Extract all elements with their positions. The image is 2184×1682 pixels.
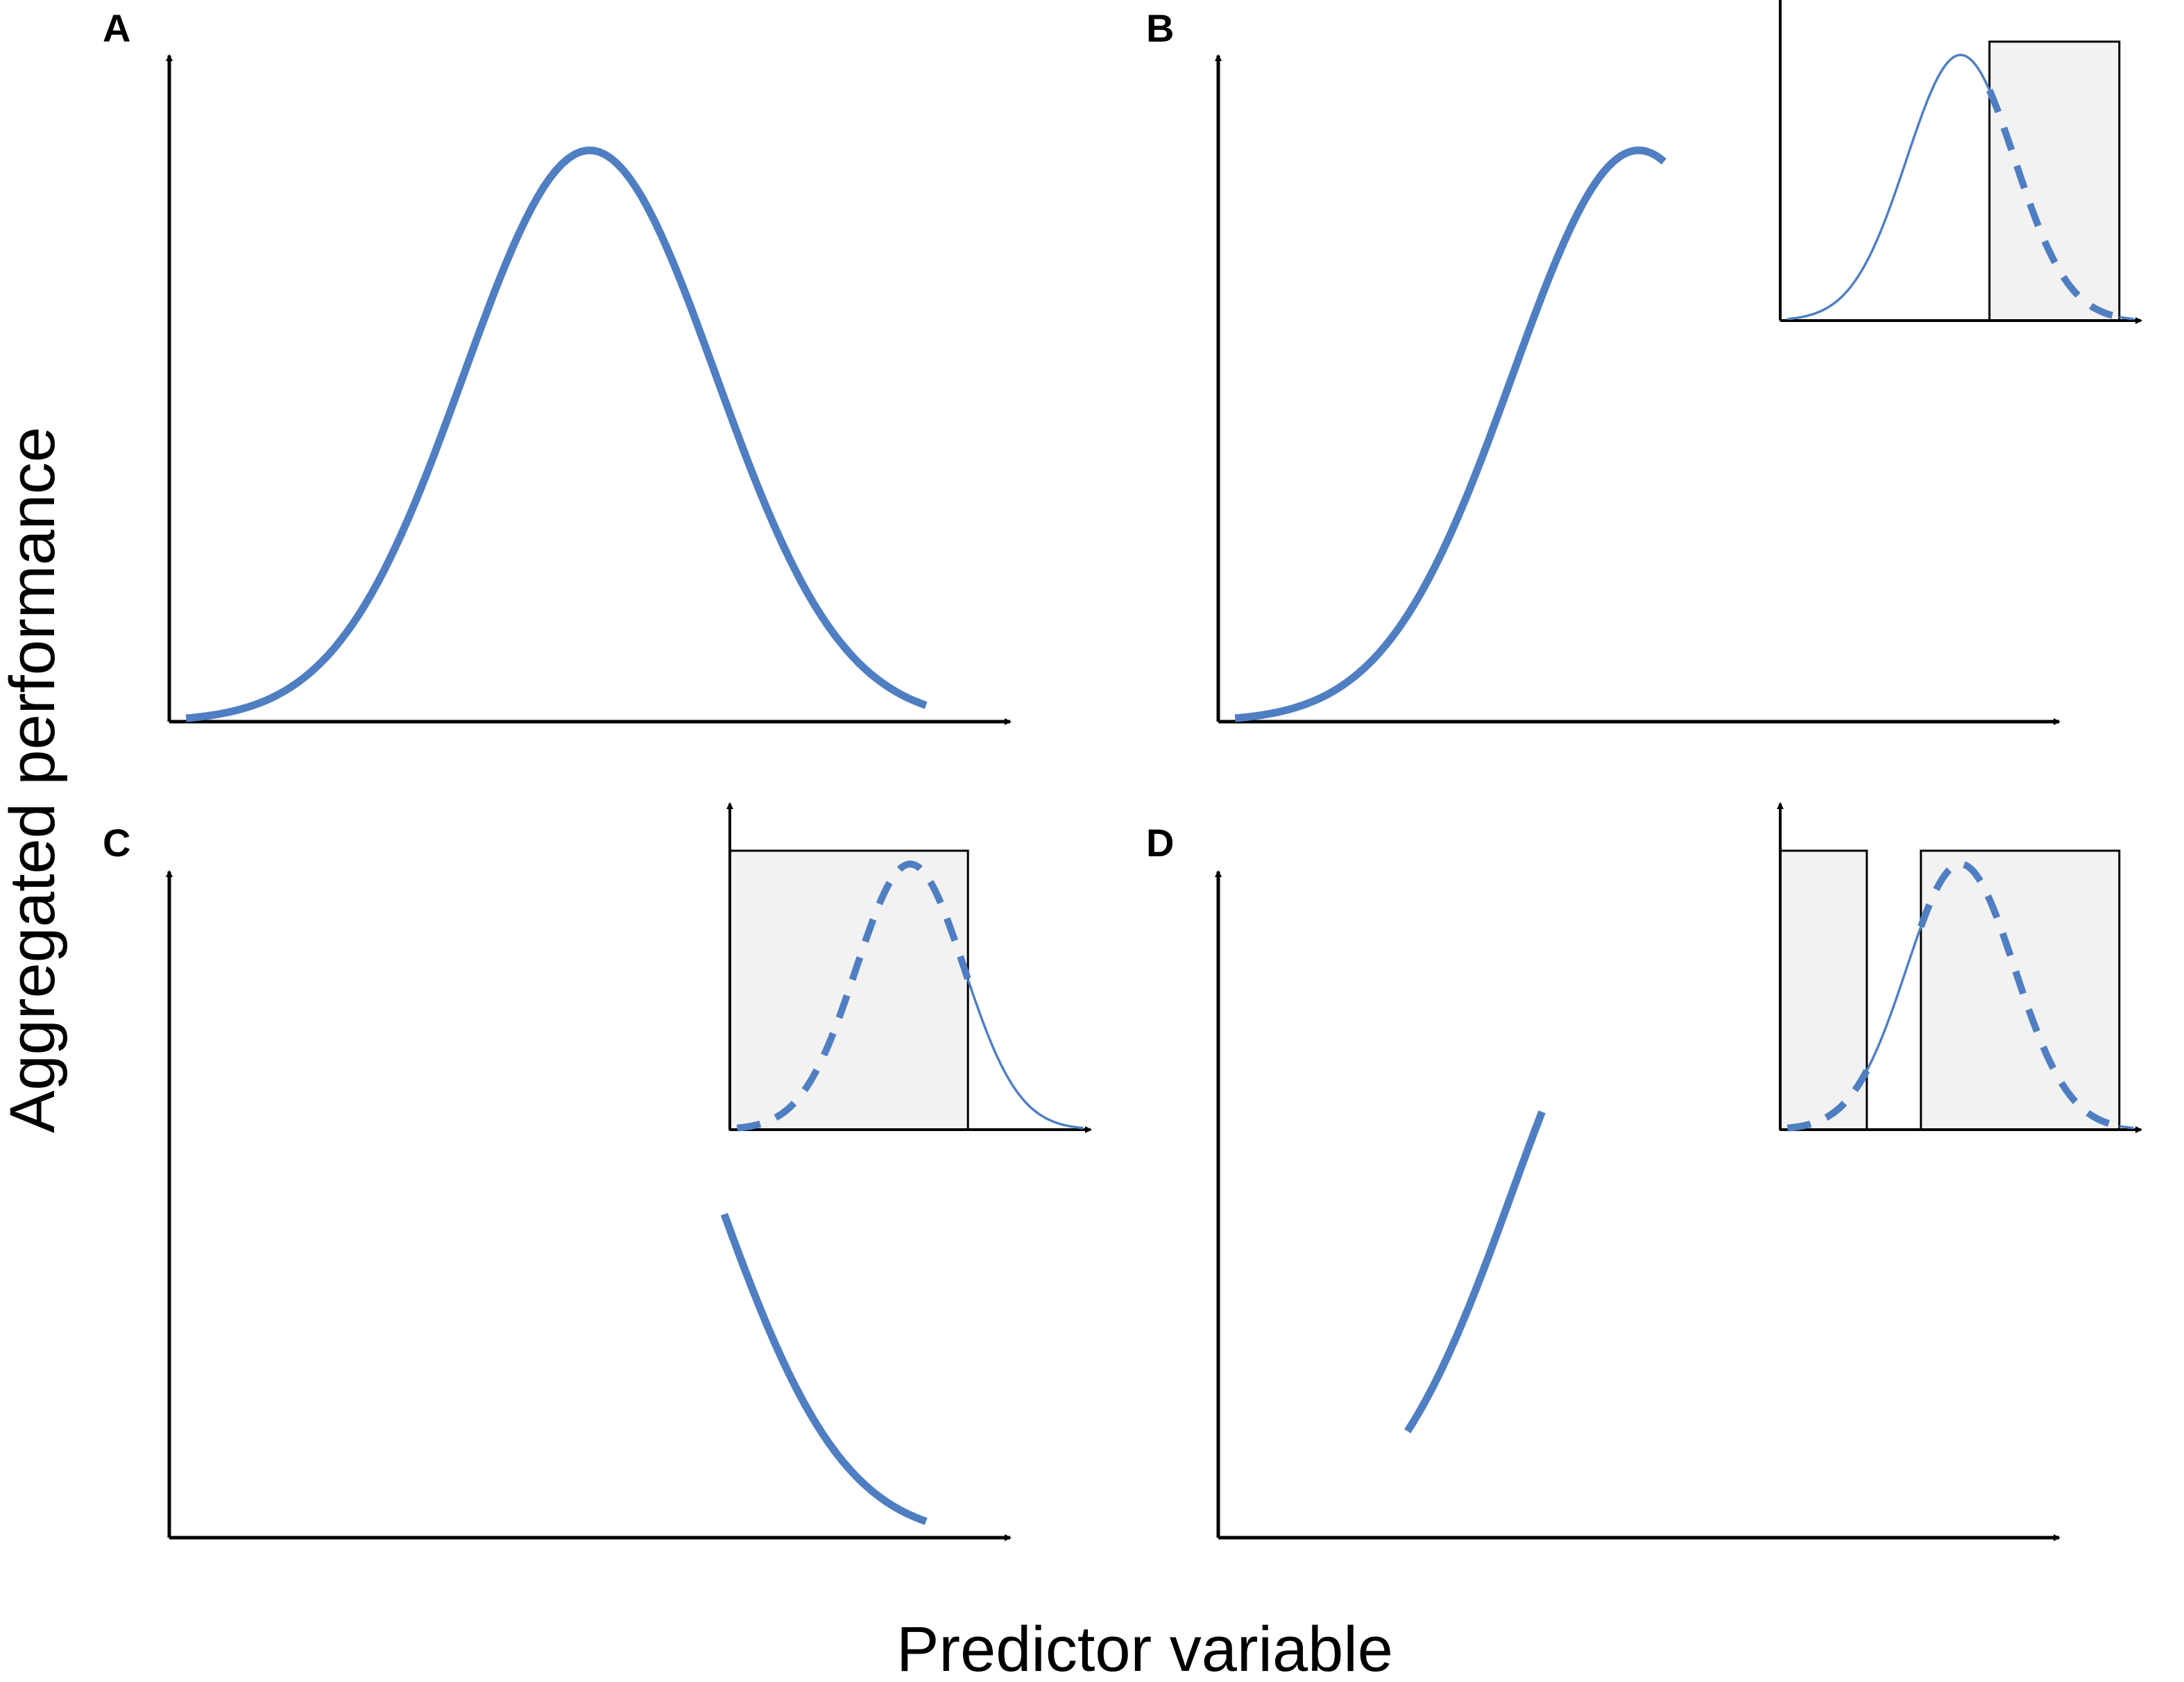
panel-b-inset-shaded-region-1 xyxy=(1988,40,2121,322)
panel-d-inset-curve-dashed-3 xyxy=(1918,860,2120,1130)
panel-b xyxy=(1215,0,2142,725)
panel-label-d: D xyxy=(1146,821,1174,865)
x-axis-title: Predictor variable xyxy=(896,1614,1393,1682)
panel-c-inset xyxy=(726,802,1092,1133)
panel-a-main-curve xyxy=(185,146,928,722)
panel-label-b: B xyxy=(1146,6,1174,50)
panel-b-inset xyxy=(1777,0,2142,324)
panel-c-main-curve xyxy=(720,1212,928,1525)
panel-c xyxy=(166,802,1092,1541)
panel-d-inset-curve-solid-4 xyxy=(2119,1125,2134,1130)
panel-d-inset xyxy=(1777,802,2142,1133)
panel-c-inset-curve-dashed-1 xyxy=(736,860,971,1132)
panel-d-inset-curve-solid-2 xyxy=(1866,926,1922,1071)
panel-a xyxy=(166,54,1012,725)
y-axis-title: Aggregated performance xyxy=(0,427,68,1133)
panel-b-inset-curve-solid-3 xyxy=(2119,316,2134,321)
panel-d-main-curve xyxy=(1404,1110,1546,1434)
panel-label-c: C xyxy=(103,821,130,865)
panel-d xyxy=(1215,802,2142,1541)
panel-c-inset-curve-solid-2 xyxy=(966,978,1084,1130)
panel-d-inset-curve-dashed-1 xyxy=(1786,1069,1870,1132)
panel-b-inset-curve-solid-1 xyxy=(1787,53,1991,321)
panel-c-inset-shaded-region-1 xyxy=(728,849,969,1131)
panel-b-inset-curve-dashed-2 xyxy=(1986,88,2120,321)
plots-layer xyxy=(166,0,2142,1541)
panel-label-a: A xyxy=(103,6,130,50)
panel-b-main-curve xyxy=(1234,146,1666,722)
